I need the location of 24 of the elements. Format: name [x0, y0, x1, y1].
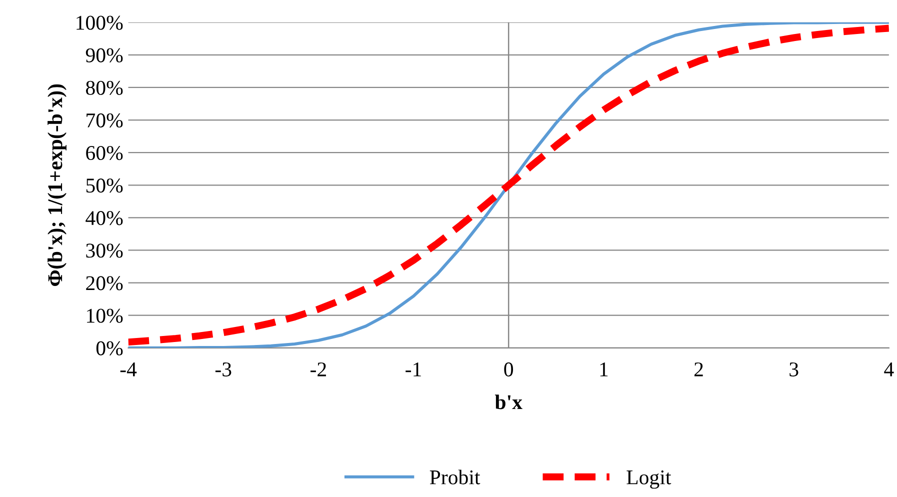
y-tick-label: 80%	[86, 80, 123, 95]
x-tick-label: 1	[600, 362, 608, 376]
y-axis-title: Φ(b'x); 1/(1+exp(-b'x))	[48, 84, 66, 286]
y-tick-label: 90%	[86, 48, 123, 62]
y-tick-label: 30%	[86, 244, 123, 258]
y-tick-label: 50%	[86, 178, 123, 193]
x-tick-label: -2	[310, 362, 326, 376]
y-tick-label: 40%	[86, 211, 123, 226]
y-tick-label: 0%	[96, 341, 123, 356]
x-tick-label: 2	[694, 362, 703, 376]
x-tick-label: -1	[406, 362, 421, 376]
legend-label: Probit	[430, 470, 480, 484]
x-tick-label: 0	[504, 362, 514, 376]
y-tick-label: 70%	[86, 113, 123, 128]
legend-label: Logit	[626, 470, 672, 489]
x-axis-title: b'x	[494, 394, 522, 410]
y-tick-label: 100%	[76, 16, 123, 30]
y-tick-label: 60%	[86, 146, 123, 160]
x-tick-label: -4	[120, 362, 137, 376]
x-tick-label: 3	[790, 362, 798, 376]
y-tick-label: 20%	[86, 276, 123, 290]
x-tick-label: 4	[884, 362, 894, 376]
y-tick-label: 10%	[87, 308, 123, 323]
x-tick-label: -3	[215, 362, 232, 376]
